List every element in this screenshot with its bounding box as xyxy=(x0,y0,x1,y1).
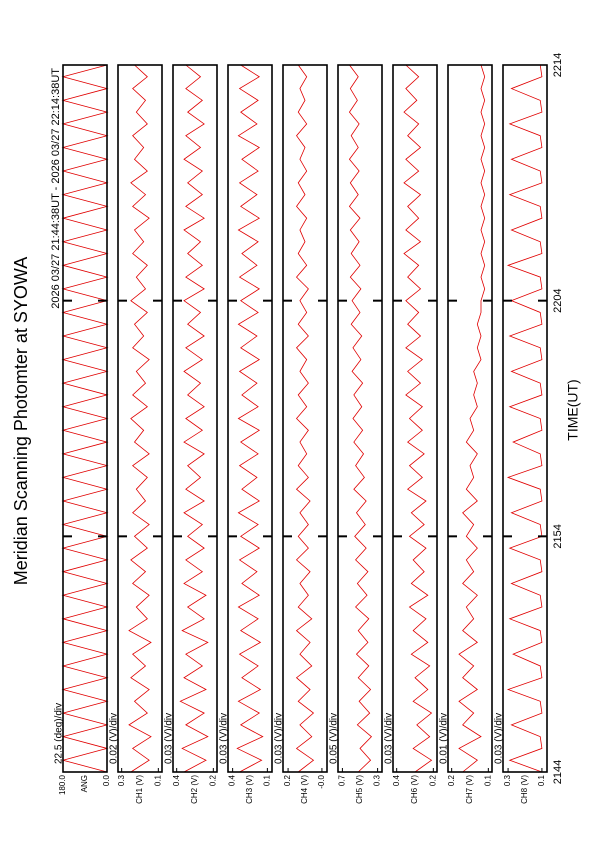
x-tick-label: 2214 xyxy=(552,53,564,77)
channel-label: CH1 (V) xyxy=(135,775,144,804)
y-tick-label: 180.0 xyxy=(58,774,67,795)
channel-label: CH5 (V) xyxy=(355,775,364,804)
data-line xyxy=(506,64,543,773)
rotated-plot: Meridian Scanning Photomter at SYOWA 202… xyxy=(11,53,581,804)
panel-frame xyxy=(337,64,383,773)
panel-frame xyxy=(62,64,108,773)
x-axis-label: TIME(UT) xyxy=(565,379,581,440)
y-tick-label: 0.1 xyxy=(262,774,271,786)
y-tick-label: 0.2 xyxy=(447,774,456,786)
panel-frame xyxy=(447,64,493,773)
y-tick-label: -0.0 xyxy=(317,774,326,788)
scale-label: 0.03 (V)/div xyxy=(494,713,505,764)
channel-label: CH6 (V) xyxy=(410,775,419,804)
channel-label: CH4 (V) xyxy=(300,775,309,804)
channel-label: ANG xyxy=(80,775,89,792)
scale-label: 0.02 (V)/div xyxy=(109,713,120,764)
data-line xyxy=(458,64,486,773)
panel-frame xyxy=(227,64,273,773)
data-line xyxy=(295,64,315,773)
y-tick-label: 0.0 xyxy=(102,774,111,786)
y-tick-label: 0.4 xyxy=(392,774,401,786)
y-tick-label: 0.3 xyxy=(373,774,382,786)
y-tick-label: 0.3 xyxy=(117,774,126,786)
x-tick-label: 2144 xyxy=(552,760,564,784)
scale-label: 0.03 (V)/div xyxy=(384,713,395,764)
data-line xyxy=(61,64,109,773)
panel-frame xyxy=(392,64,438,773)
y-tick-label: 0.2 xyxy=(208,774,217,786)
x-tick-label: 2204 xyxy=(552,288,564,312)
y-tick-label: 0.7 xyxy=(338,774,347,786)
scale-label: 22.5 (deg)/div xyxy=(54,703,65,764)
panel-frame xyxy=(502,64,548,773)
channel-label: CH3 (V) xyxy=(245,775,254,804)
chart-title: Meridian Scanning Photomter at SYOWA xyxy=(11,257,31,585)
chart-subtitle: 2026 03/27 21:44:38UT - 2026 03/27 22:14… xyxy=(50,68,62,309)
data-line xyxy=(179,64,209,773)
panel-frame xyxy=(282,64,328,773)
y-tick-label: 0.2 xyxy=(283,774,292,786)
y-tick-label: 0.3 xyxy=(503,774,512,786)
scale-label: 0.03 (V)/div xyxy=(274,713,285,764)
panel-frame xyxy=(117,64,163,773)
y-tick-label: 0.4 xyxy=(172,774,181,786)
y-tick-label: 0.1 xyxy=(537,774,546,786)
data-line xyxy=(403,64,433,773)
panel-frame xyxy=(172,64,218,773)
data-line xyxy=(348,64,373,773)
scale-label: 0.03 (V)/div xyxy=(219,713,230,764)
channel-label: CH7 (V) xyxy=(465,775,474,804)
scale-label: 0.05 (V)/div xyxy=(329,713,340,764)
x-tick-label: 2154 xyxy=(552,524,564,548)
y-tick-label: 0.1 xyxy=(153,774,162,786)
data-line xyxy=(236,64,264,773)
channel-label: CH8 (V) xyxy=(520,775,529,804)
data-line xyxy=(128,64,152,773)
scale-label: 0.01 (V)/div xyxy=(439,713,450,764)
channel-label: CH2 (V) xyxy=(190,775,199,804)
y-tick-label: 0.2 xyxy=(428,774,437,786)
scale-label: 0.03 (V)/div xyxy=(164,713,175,764)
y-tick-label: 0.1 xyxy=(483,774,492,786)
y-tick-label: 0.4 xyxy=(228,774,237,786)
